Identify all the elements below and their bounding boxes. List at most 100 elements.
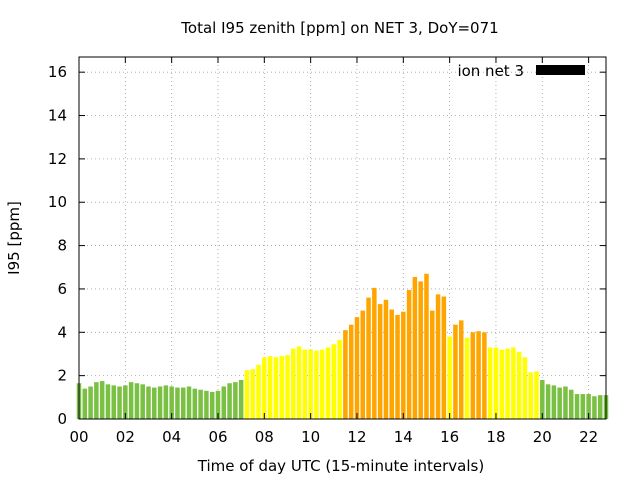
bar [563,386,568,419]
bar [209,391,215,419]
bar [487,347,493,419]
bar [192,388,198,419]
y-tick-label: 2 [57,367,67,385]
bar [406,290,412,419]
bar [227,383,232,419]
bar [453,324,458,419]
bar [499,349,505,419]
bar [262,357,267,419]
bar [256,364,261,419]
bar [296,346,302,419]
bar [99,381,105,419]
bar [314,350,319,419]
bar [233,382,238,419]
bar [383,299,389,419]
bar [522,357,528,419]
x-tick-label: 20 [533,428,552,446]
y-ticks: 0 2 4 6 8 10 12 14 16 [48,63,606,428]
y-tick-label: 16 [48,63,67,81]
bar [163,385,169,419]
bar [244,370,250,419]
bar [534,371,539,419]
y-axis-label: I95 [ppm] [5,201,23,275]
bar [528,372,533,419]
bar [343,330,348,419]
bar [331,344,337,419]
x-tick-label: 22 [579,428,598,446]
x-tick-label: 10 [301,428,320,446]
bar [482,332,487,419]
legend-swatch [536,65,585,75]
legend: ion net 3 [457,62,585,80]
x-tick-label: 02 [116,428,135,446]
bar [458,320,464,419]
bar [157,386,163,419]
bar [435,294,441,419]
bar [580,394,586,419]
bar [377,304,383,419]
bar [215,390,221,419]
bar [464,337,470,419]
y-tick-label: 4 [57,323,67,341]
bar [557,387,562,419]
bar [221,386,227,419]
y-tick-label: 12 [48,150,67,168]
bar [597,395,603,419]
bar [146,386,151,419]
bar [586,394,591,419]
bar [111,385,117,419]
legend-label: ion net 3 [457,62,524,80]
bar [94,382,99,419]
bar [198,389,203,419]
y-tick-label: 0 [57,410,67,428]
x-ticks: 00 02 04 06 08 10 12 14 16 18 20 22 [69,57,598,446]
y-tick-label: 8 [57,237,67,255]
bar [302,349,308,419]
bar [470,332,476,419]
plot-frame [78,56,607,420]
bar [279,356,284,419]
bar [424,273,429,419]
bar [238,379,244,419]
bar [505,348,510,419]
x-tick-label: 00 [69,428,88,446]
x-tick-label: 18 [486,428,505,446]
bar [82,388,88,419]
x-tick-label: 16 [440,428,459,446]
bar [285,355,290,419]
y-tick-label: 6 [57,280,67,298]
x-axis-label: Time of day UTC (15-minute intervals) [197,457,484,475]
x-tick-label: 14 [394,428,413,446]
grid [79,57,606,419]
bar [337,339,342,419]
bar [395,314,400,419]
bar [540,379,545,419]
bar [447,336,452,419]
bar [430,310,435,419]
x-tick-label: 04 [162,428,181,446]
bar [441,296,447,419]
bar [140,384,145,419]
bar [88,386,93,419]
bar [308,349,313,419]
bar [493,347,499,419]
bar [169,386,174,419]
y-tick-label: 14 [48,107,67,125]
bar [401,311,406,419]
bar [319,349,325,419]
bar [291,348,296,419]
bar [175,387,180,419]
bar [134,383,140,419]
bar [105,384,111,419]
bar [412,277,418,419]
bar [366,297,371,419]
bar [545,384,551,419]
bar [117,386,122,419]
bar [551,385,557,419]
bar [204,390,209,419]
bar [592,396,597,419]
bars [76,273,609,419]
bar [568,389,574,419]
x-tick-label: 08 [255,428,274,446]
